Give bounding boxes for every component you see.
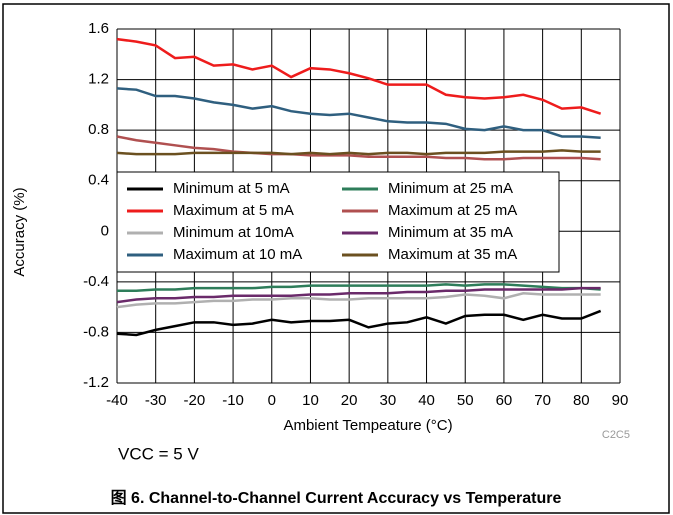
legend-label: Minimum at 10mA: [173, 224, 294, 241]
x-tick-label: 80: [573, 392, 590, 409]
series-line: [116, 291, 601, 309]
legend-label: Minimum at 25 mA: [388, 180, 513, 197]
x-tick-label: 90: [612, 392, 629, 409]
x-axis-label: Ambient Tempeature (°C): [283, 417, 452, 434]
series-line: [116, 309, 602, 337]
legend-box: [116, 171, 560, 273]
y-tick-label: 0: [101, 222, 109, 239]
series-line: [116, 87, 601, 139]
legend-label: Minimum at 35 mA: [388, 224, 513, 241]
series-line: [116, 37, 602, 115]
legend-label: Maximum at 25 mA: [388, 202, 517, 219]
y-tick-label: 1.2: [88, 71, 109, 88]
x-tick-label: -20: [184, 392, 206, 409]
series-line: [116, 135, 601, 161]
x-tick-label: 10: [302, 392, 319, 409]
x-tick-label: 20: [341, 392, 358, 409]
y-tick-label: 1.6: [88, 20, 109, 37]
x-tick-label: 50: [457, 392, 474, 409]
frame: [2, 3, 670, 514]
y-tick-label: -0.8: [83, 323, 109, 340]
series-line: [116, 286, 601, 304]
legend-label: Maximum at 5 mA: [173, 202, 294, 219]
x-tick-label: -10: [222, 392, 244, 409]
x-tick-label: 70: [534, 392, 551, 409]
caption: 图 6. Channel-to-Channel Current Accuracy…: [111, 489, 562, 507]
x-tick-label: -30: [145, 392, 167, 409]
annotation: C2C5: [602, 429, 630, 441]
y-tick-label: -0.4: [83, 273, 109, 290]
series-line: [117, 283, 601, 292]
y-tick-label: -1.2: [83, 374, 109, 391]
series-line: [116, 149, 601, 156]
x-tick-label: 30: [380, 392, 397, 409]
x-tick-label: -40: [106, 392, 128, 409]
x-tick-label: 60: [496, 392, 513, 409]
y-axis-label: Accuracy (%): [11, 187, 28, 276]
legend-label: Maximum at 10 mA: [173, 246, 302, 263]
legend-label: Minimum at 5 mA: [173, 180, 290, 197]
legend-label: Maximum at 35 mA: [388, 246, 517, 263]
y-tick-label: 0.8: [88, 121, 109, 138]
x-tick-label: 0: [268, 392, 276, 409]
y-tick-label: 0.4: [88, 172, 109, 189]
annotation: VCC = 5 V: [118, 444, 199, 463]
x-tick-label: 40: [418, 392, 435, 409]
